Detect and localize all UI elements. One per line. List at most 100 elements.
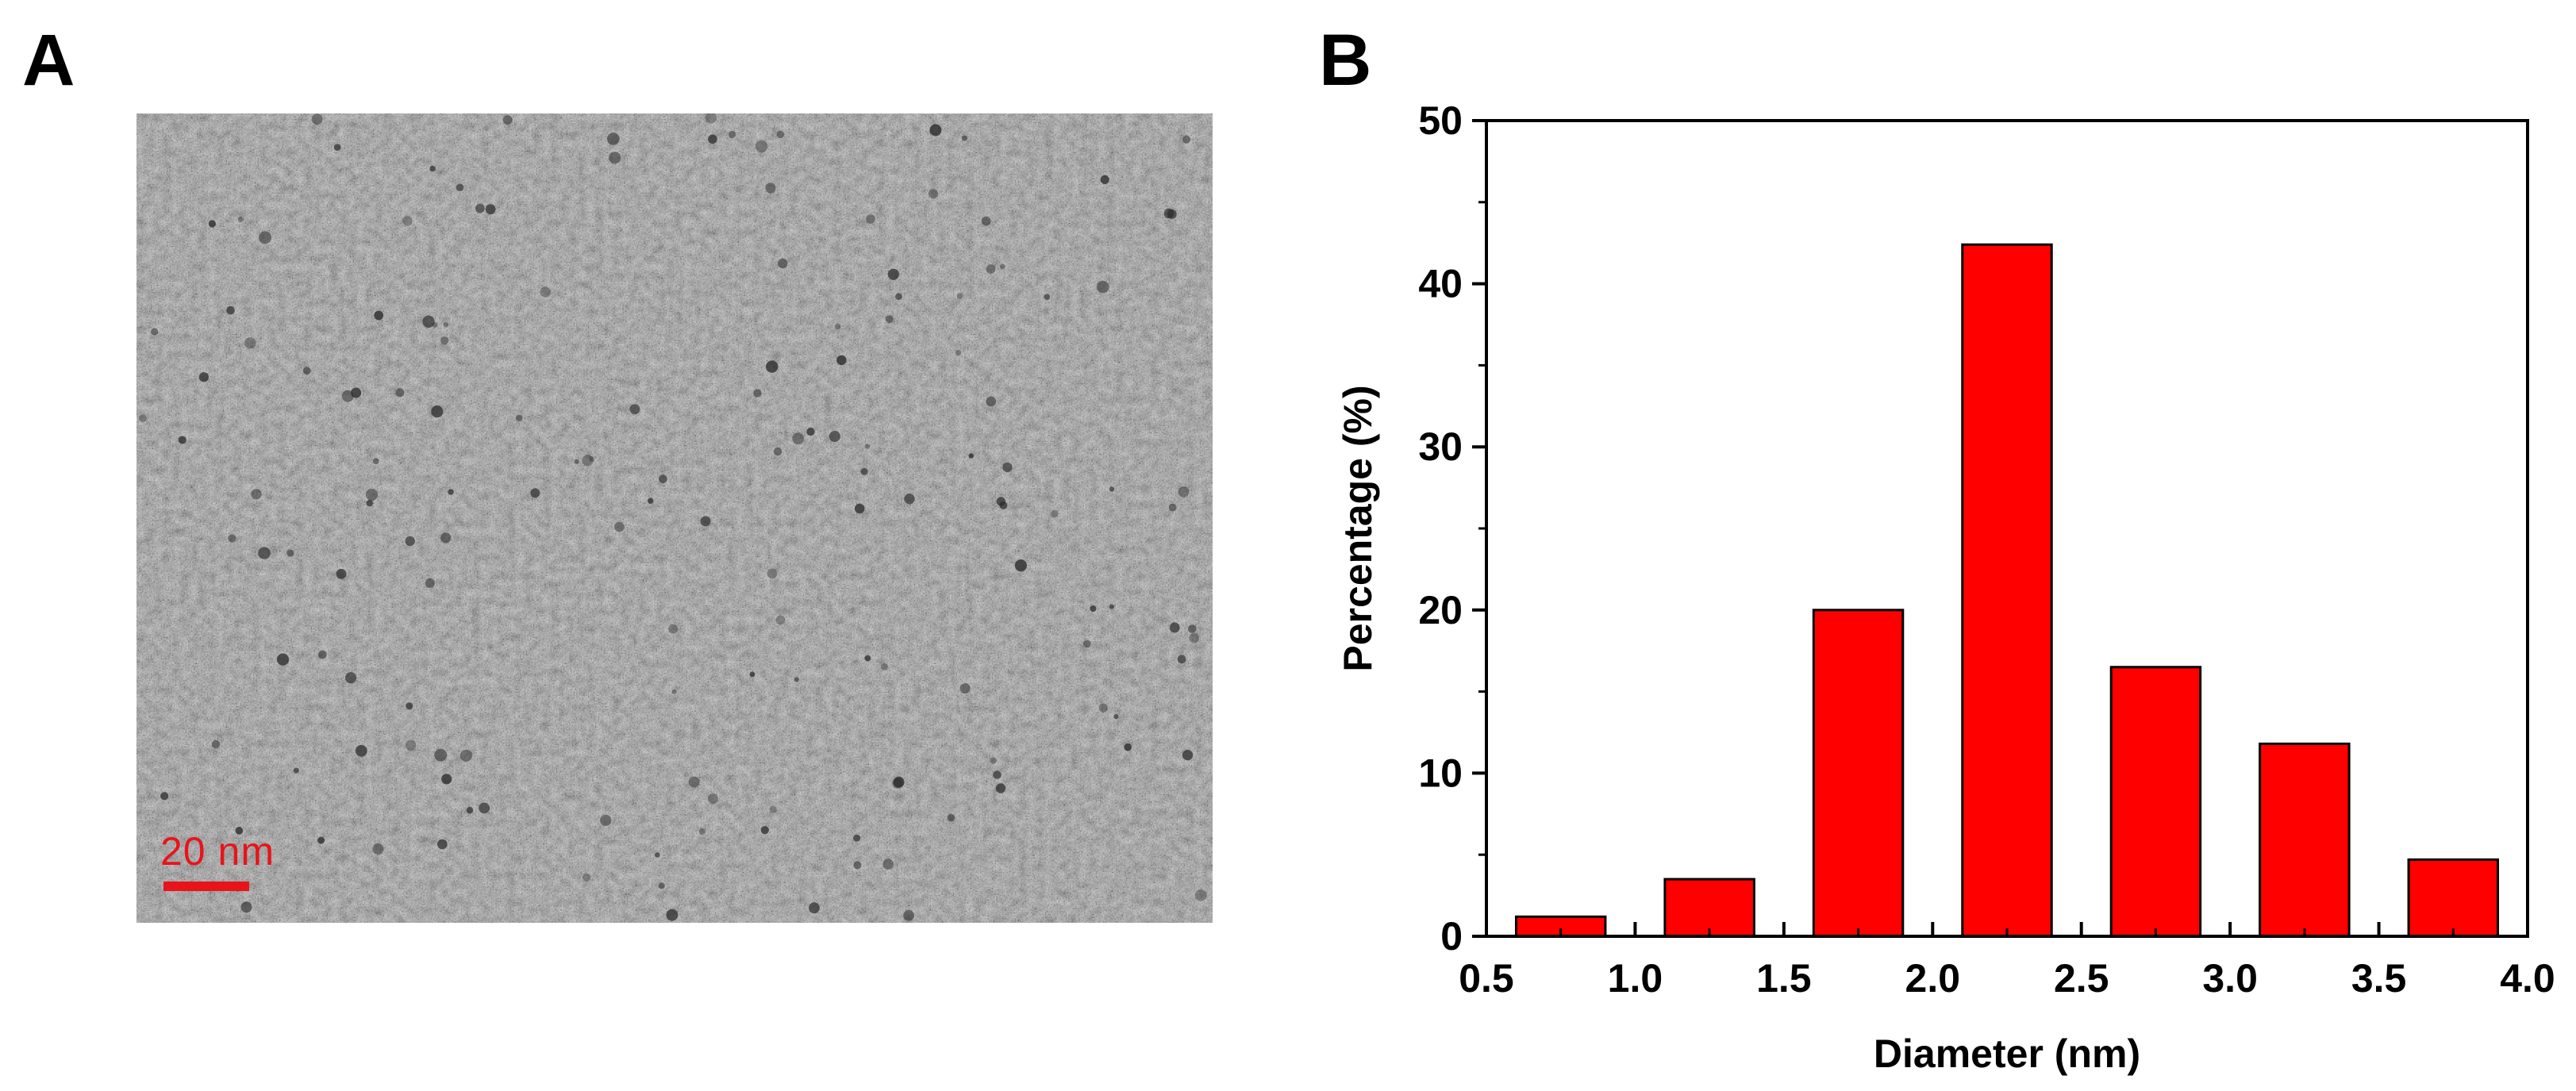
axis-ticks <box>1472 119 2529 938</box>
particle-dot <box>1113 714 1119 720</box>
particle-dot <box>749 671 755 678</box>
particle-dot <box>226 305 235 315</box>
particle-dot <box>286 549 294 557</box>
particle-dot <box>995 783 1006 793</box>
particle-dot <box>778 258 788 269</box>
panel-label-a: A <box>22 20 75 101</box>
particle-dot <box>655 852 660 858</box>
particle-dot <box>1051 509 1059 518</box>
particle-dot <box>1163 208 1175 219</box>
particle-dot <box>968 453 974 459</box>
particle-dot <box>258 547 271 559</box>
particle-dot <box>574 459 579 464</box>
particle-dot <box>456 183 464 191</box>
particle-dot <box>600 814 612 826</box>
bar-4 <box>2109 666 2202 938</box>
x-axis-label: Diameter (nm) <box>1874 1031 2140 1076</box>
particle-dot <box>1188 624 1197 633</box>
particle-dot <box>903 909 914 921</box>
particle-dot <box>993 770 1002 779</box>
particle-dot <box>755 140 768 153</box>
particle-dot <box>700 516 711 527</box>
particle-dot <box>1124 743 1132 751</box>
particle-dot <box>333 144 341 151</box>
particle-dot <box>443 322 448 328</box>
particle-dot <box>708 793 718 804</box>
scale-bar <box>163 882 249 891</box>
particle-dot <box>1177 655 1186 664</box>
particle-dot <box>854 503 865 514</box>
particle-dot <box>776 130 785 139</box>
particle-dot <box>1002 462 1013 473</box>
particle-dot <box>459 749 473 762</box>
particle-dot <box>485 204 496 215</box>
particle-dot <box>366 499 373 507</box>
x-tick-label-0: 0.5 <box>1459 956 1514 1001</box>
particle-dot <box>345 672 357 684</box>
particle-dot <box>658 882 665 889</box>
particle-dot <box>429 165 436 172</box>
particle-dot <box>431 405 444 418</box>
particle-dot <box>211 739 221 749</box>
particle-dot <box>441 774 452 785</box>
particle-dot <box>614 521 625 532</box>
particle-dot <box>688 776 700 788</box>
particle-dot <box>794 677 799 682</box>
particle-dot <box>540 286 551 298</box>
particle-dot <box>648 497 654 504</box>
x-tick-label-4: 2.5 <box>2054 956 2109 1001</box>
particle-dot <box>766 360 779 373</box>
particle-dot <box>834 323 841 330</box>
bar-3 <box>1961 243 2053 938</box>
particle-dot <box>311 113 323 125</box>
x-tick-label-3: 2.0 <box>1905 956 1961 1001</box>
particle-dot <box>999 501 1008 509</box>
x-tick-label-5: 3.0 <box>2202 956 2258 1001</box>
particle-dot <box>708 134 717 144</box>
particle-dot <box>961 135 967 141</box>
particle-dot <box>406 702 413 710</box>
size-distribution-chart: 0.5 1.0 1.5 2.0 2.5 3.0 3.5 4.0 0 10 20 30 40 50 Dia… <box>1336 98 2555 1076</box>
particle-dot <box>990 757 997 764</box>
particle-dot <box>806 427 815 436</box>
particle-dot <box>986 396 997 407</box>
particle-dot <box>228 534 236 543</box>
particle-dot <box>251 489 262 500</box>
y-axis-label: Percentage (%) <box>1336 385 1380 671</box>
particle-dot <box>904 494 915 505</box>
particle-dot <box>151 328 159 336</box>
particle-dot <box>374 310 384 321</box>
particle-dot <box>629 404 640 415</box>
particle-dot <box>448 489 454 495</box>
particle-dot <box>1109 486 1115 492</box>
particle-dot <box>1109 604 1114 609</box>
bar-2 <box>1812 609 1905 938</box>
particle-dot <box>318 650 327 659</box>
particle-dot <box>959 683 971 694</box>
y-tick-labels: 0 10 20 30 40 50 <box>1418 98 1463 958</box>
panel-label-b: B <box>1319 20 1372 101</box>
bar-1 <box>1663 878 1755 938</box>
particle-dot <box>929 189 939 199</box>
particle-dot <box>666 909 679 921</box>
particle-dot <box>355 744 367 757</box>
particle-dot <box>372 458 379 465</box>
particle-dot <box>705 113 717 124</box>
particle-dot <box>836 355 847 366</box>
particle-dot <box>479 802 490 814</box>
particle-dot <box>198 372 209 382</box>
particle-dot <box>1168 503 1177 512</box>
particle-dot <box>405 536 415 547</box>
particle-dot <box>440 336 449 345</box>
particle-dot <box>981 216 991 226</box>
y-tick-label-0: 0 <box>1440 914 1463 958</box>
particle-dot <box>853 834 861 842</box>
particle-dot <box>336 568 347 579</box>
particle-dot <box>1090 605 1097 613</box>
particle-dot <box>582 873 591 882</box>
tem-image-texture <box>136 113 1213 923</box>
particle-dot <box>986 264 996 274</box>
particle-dot <box>728 131 736 139</box>
particle-dot <box>530 488 540 498</box>
particle-dot <box>425 578 435 588</box>
